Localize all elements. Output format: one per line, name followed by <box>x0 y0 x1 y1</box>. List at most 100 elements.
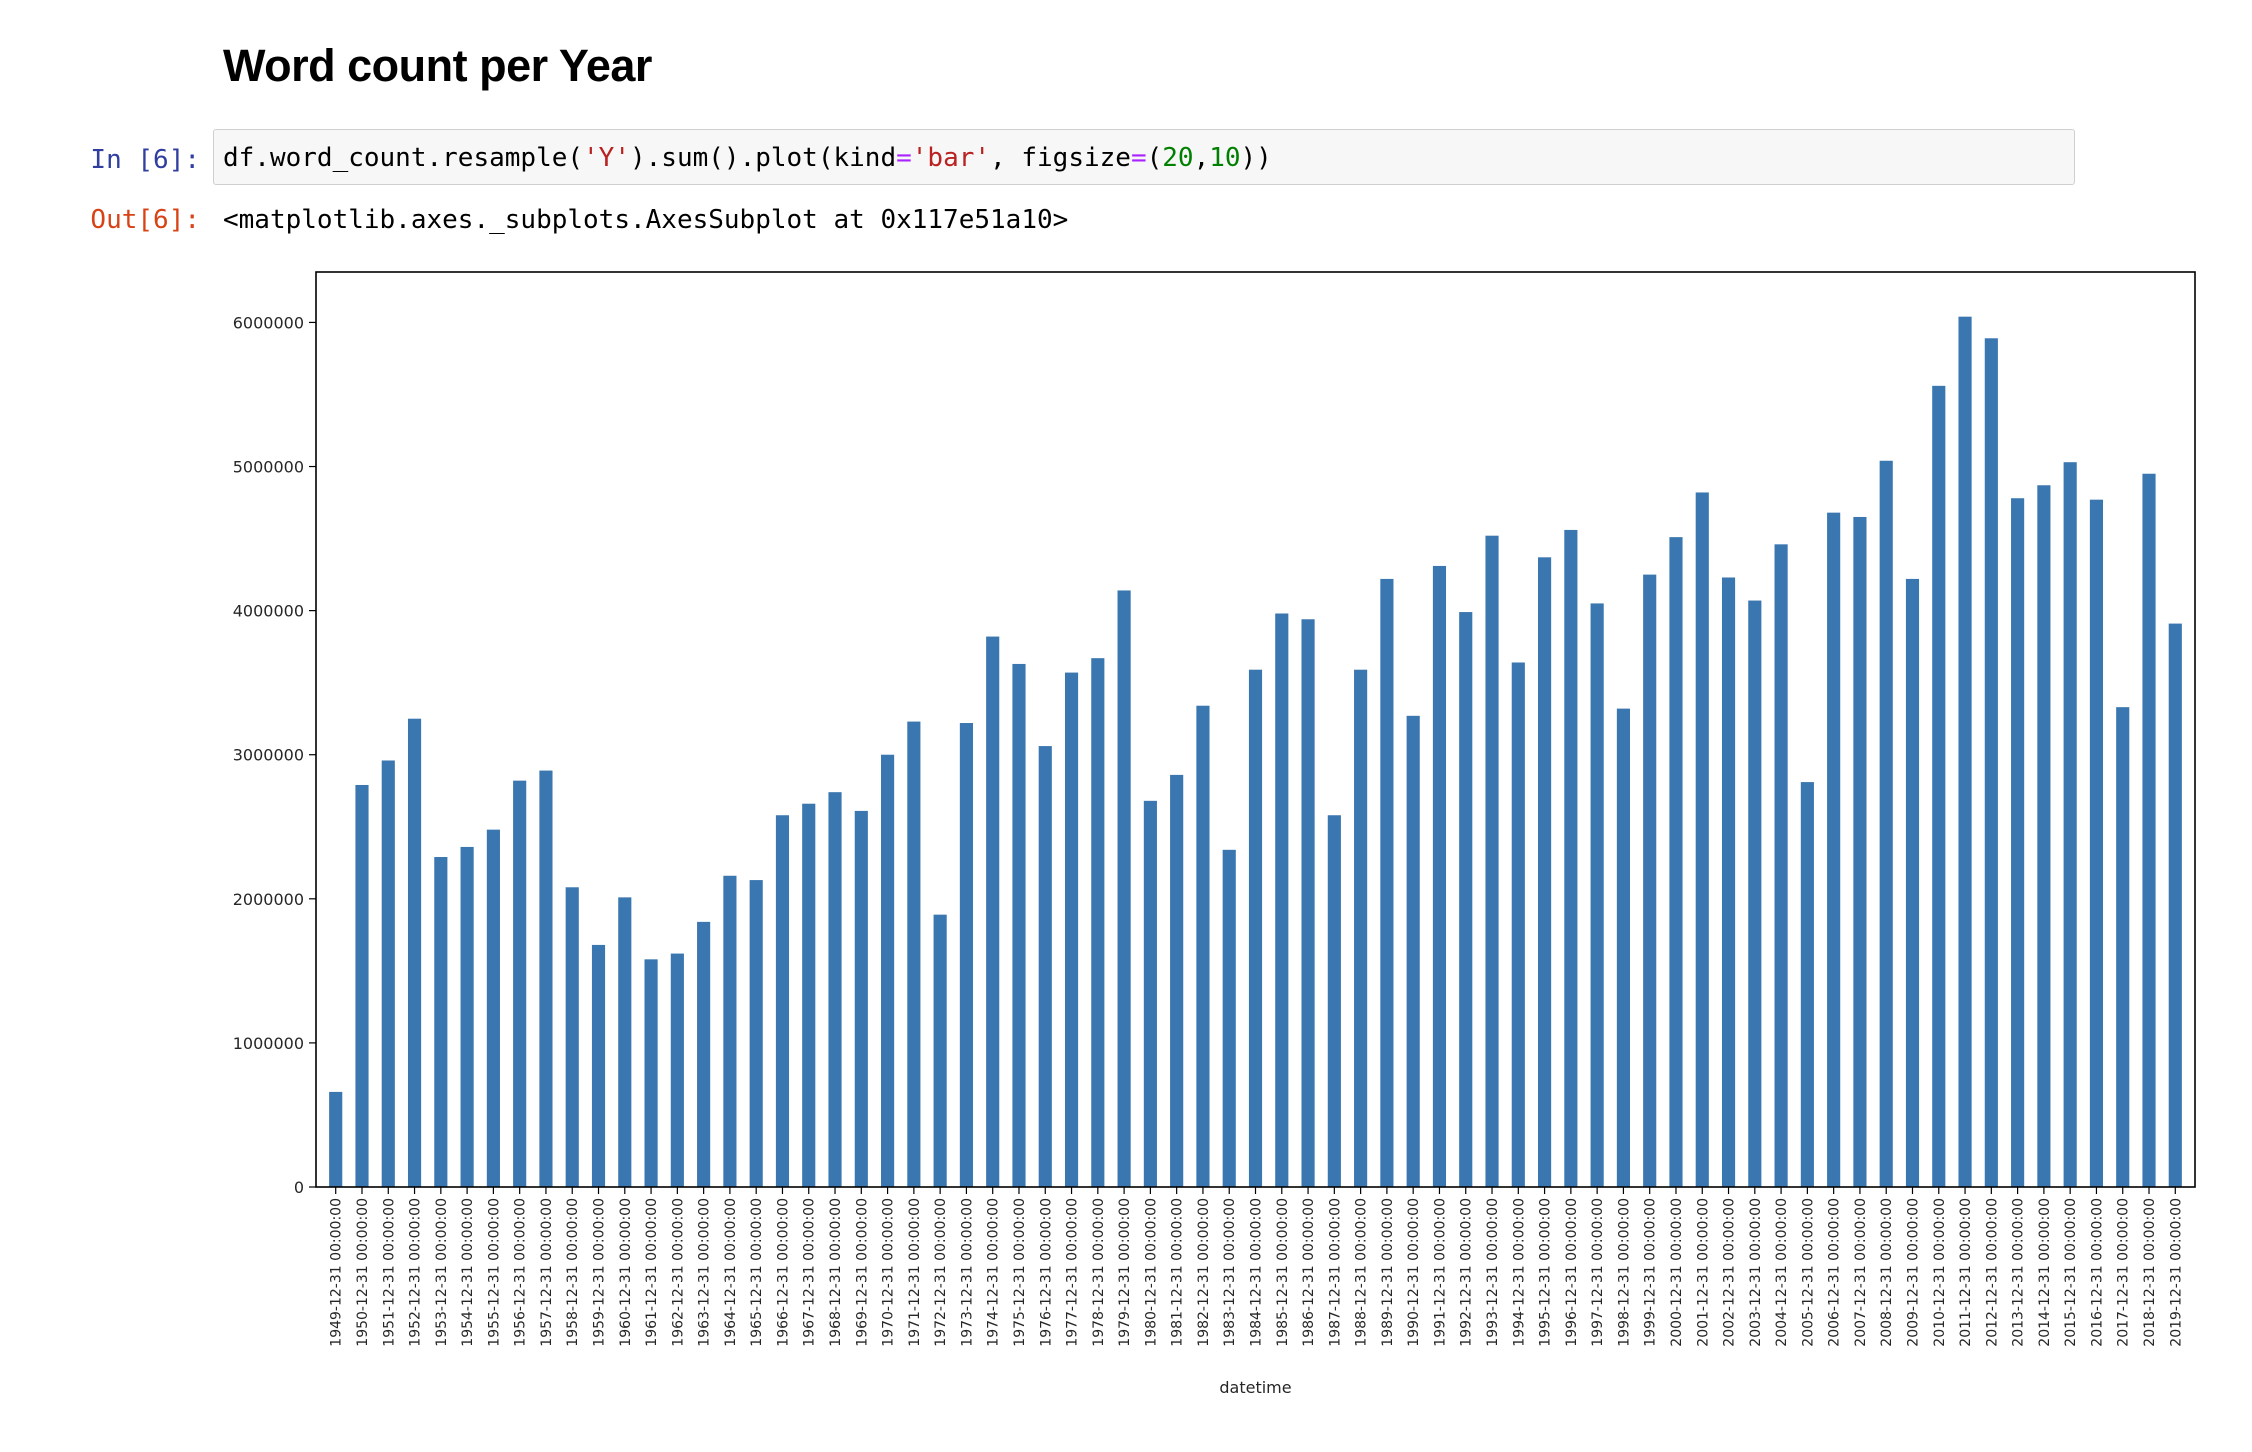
x-tick-label: 1952-12-31 00:00:00 <box>408 1198 424 1347</box>
x-tick-label: 1950-12-31 00:00:00 <box>355 1198 371 1347</box>
bar-2002 <box>1721 577 1736 1187</box>
bar-1976 <box>1038 746 1052 1187</box>
code-token: df.word_count.resample( <box>223 143 584 173</box>
bar-1982 <box>1196 705 1210 1187</box>
x-tick-label: 1981-12-31 00:00:00 <box>1170 1198 1186 1347</box>
x-tick-label: 1968-12-31 00:00:00 <box>828 1198 844 1347</box>
bar-2011 <box>1958 316 1972 1187</box>
x-tick-label: 1995-12-31 00:00:00 <box>1538 1198 1554 1347</box>
x-tick-label: 1984-12-31 00:00:00 <box>1249 1198 1265 1347</box>
x-tick-label: 1999-12-31 00:00:00 <box>1643 1198 1659 1347</box>
bar-1990 <box>1406 715 1420 1187</box>
x-tick-label: 2008-12-31 00:00:00 <box>1879 1198 1895 1347</box>
x-tick-label: 1992-12-31 00:00:00 <box>1459 1198 1475 1347</box>
x-tick-label: 2011-12-31 00:00:00 <box>1958 1198 1974 1347</box>
x-tick-label: 1978-12-31 00:00:00 <box>1091 1198 1107 1347</box>
bar-1997 <box>1590 603 1604 1187</box>
code-token: , figsize <box>990 143 1131 173</box>
output-prompt: Out[6]: <box>90 205 200 235</box>
x-tick-label: 1971-12-31 00:00:00 <box>907 1198 923 1347</box>
bar-2010 <box>1932 385 1946 1187</box>
x-tick-label: 1993-12-31 00:00:00 <box>1485 1198 1501 1347</box>
bar-1951 <box>381 760 395 1187</box>
bar-2008 <box>1879 460 1893 1187</box>
x-tick-label: 1973-12-31 00:00:00 <box>959 1198 975 1347</box>
bar-2009 <box>1905 578 1920 1187</box>
bars-group <box>329 316 2182 1187</box>
x-tick-label: 2010-12-31 00:00:00 <box>1932 1198 1948 1347</box>
bar-1975 <box>1012 663 1026 1187</box>
x-tick-label: 1994-12-31 00:00:00 <box>1511 1198 1527 1347</box>
code-operator: = <box>1130 143 1147 173</box>
bar-2000 <box>1669 537 1683 1187</box>
x-tick-label: 2017-12-31 00:00:00 <box>2116 1198 2132 1347</box>
x-axis: 1949-12-31 00:00:00 1950-12-31 00:00:00 19… <box>329 1187 2184 1347</box>
x-tick-label: 1980-12-31 00:00:00 <box>1143 1198 1159 1347</box>
x-tick-label: 1957-12-31 00:00:00 <box>539 1198 555 1347</box>
bar-1985 <box>1275 613 1289 1187</box>
y-tick-label: 3000000 <box>233 746 304 765</box>
x-tick-label: 1989-12-31 00:00:00 <box>1380 1198 1396 1347</box>
bar-1963 <box>697 921 711 1187</box>
bar-1995 <box>1538 557 1552 1187</box>
code-operator: = <box>896 143 912 173</box>
x-tick-label: 2015-12-31 00:00:00 <box>2063 1198 2079 1347</box>
x-tick-label: 1979-12-31 00:00:00 <box>1117 1198 1133 1347</box>
x-tick-label: 1956-12-31 00:00:00 <box>513 1198 529 1347</box>
bar-1984 <box>1248 669 1263 1187</box>
x-tick-label: 2004-12-31 00:00:00 <box>1774 1198 1790 1347</box>
x-tick-label: 1983-12-31 00:00:00 <box>1222 1198 1238 1347</box>
x-tick-label: 2000-12-31 00:00:00 <box>1669 1198 1685 1347</box>
bar-1991 <box>1432 565 1447 1187</box>
bar-1988 <box>1354 669 1368 1187</box>
code-token: )) <box>1240 143 1272 173</box>
bar-1989 <box>1380 578 1394 1187</box>
bar-1999 <box>1643 574 1657 1187</box>
y-tick-label: 0 <box>294 1178 304 1197</box>
bar-2019 <box>2168 623 2182 1187</box>
x-tick-label: 2013-12-31 00:00:00 <box>2011 1198 2027 1347</box>
bar-1956 <box>513 780 527 1187</box>
y-tick-label: 2000000 <box>233 890 304 909</box>
bar-1983 <box>1222 849 1236 1187</box>
code-number: 20 <box>1162 143 1194 173</box>
bar-2016 <box>2089 499 2104 1187</box>
bar-1962 <box>670 953 684 1187</box>
x-tick-label: 2018-12-31 00:00:00 <box>2142 1198 2158 1347</box>
x-tick-label: 1965-12-31 00:00:00 <box>749 1198 765 1347</box>
x-tick-label: 1955-12-31 00:00:00 <box>486 1198 502 1347</box>
page-title: Word count per Year <box>223 40 652 91</box>
bar-2017 <box>2116 707 2130 1187</box>
x-tick-label: 1998-12-31 00:00:00 <box>1616 1198 1632 1347</box>
x-axis-label: datetime <box>1219 1378 1291 1397</box>
code-cell[interactable]: df.word_count.resample('Y').sum().plot(k… <box>213 129 2075 185</box>
x-tick-label: 2012-12-31 00:00:00 <box>1984 1198 2000 1347</box>
x-tick-label: 1991-12-31 00:00:00 <box>1432 1198 1448 1347</box>
x-tick-label: 1985-12-31 00:00:00 <box>1275 1198 1291 1347</box>
x-tick-label: 1949-12-31 00:00:00 <box>329 1198 345 1347</box>
x-tick-label: 2001-12-31 00:00:00 <box>1695 1198 1711 1347</box>
bar-2012 <box>1984 338 1998 1187</box>
y-tick-label: 5000000 <box>233 458 304 477</box>
x-tick-label: 1958-12-31 00:00:00 <box>565 1198 581 1347</box>
bar-2003 <box>1748 600 1762 1187</box>
x-tick-label: 1986-12-31 00:00:00 <box>1301 1198 1317 1347</box>
bar-2015 <box>2063 462 2077 1187</box>
bar-1967 <box>802 803 816 1187</box>
code-string: 'bar' <box>911 143 991 173</box>
x-tick-label: 1961-12-31 00:00:00 <box>644 1198 660 1347</box>
x-tick-label: 1951-12-31 00:00:00 <box>381 1198 397 1347</box>
bar-1971 <box>907 721 921 1187</box>
x-tick-label: 1972-12-31 00:00:00 <box>933 1198 949 1347</box>
bar-1970 <box>881 754 895 1187</box>
x-tick-label: 1990-12-31 00:00:00 <box>1406 1198 1422 1347</box>
x-tick-label: 1960-12-31 00:00:00 <box>618 1198 634 1347</box>
bar-1957 <box>539 770 553 1187</box>
bar-1993 <box>1485 535 1499 1187</box>
y-tick-label: 1000000 <box>233 1034 304 1053</box>
bar-1959 <box>591 944 606 1187</box>
x-tick-label: 1962-12-31 00:00:00 <box>670 1198 686 1347</box>
x-tick-label: 1977-12-31 00:00:00 <box>1065 1198 1081 1347</box>
bar-1994 <box>1511 662 1525 1187</box>
bar-chart: 0 1000000 2000000 3000000 4000000 5000000 6000… <box>233 271 2196 1397</box>
